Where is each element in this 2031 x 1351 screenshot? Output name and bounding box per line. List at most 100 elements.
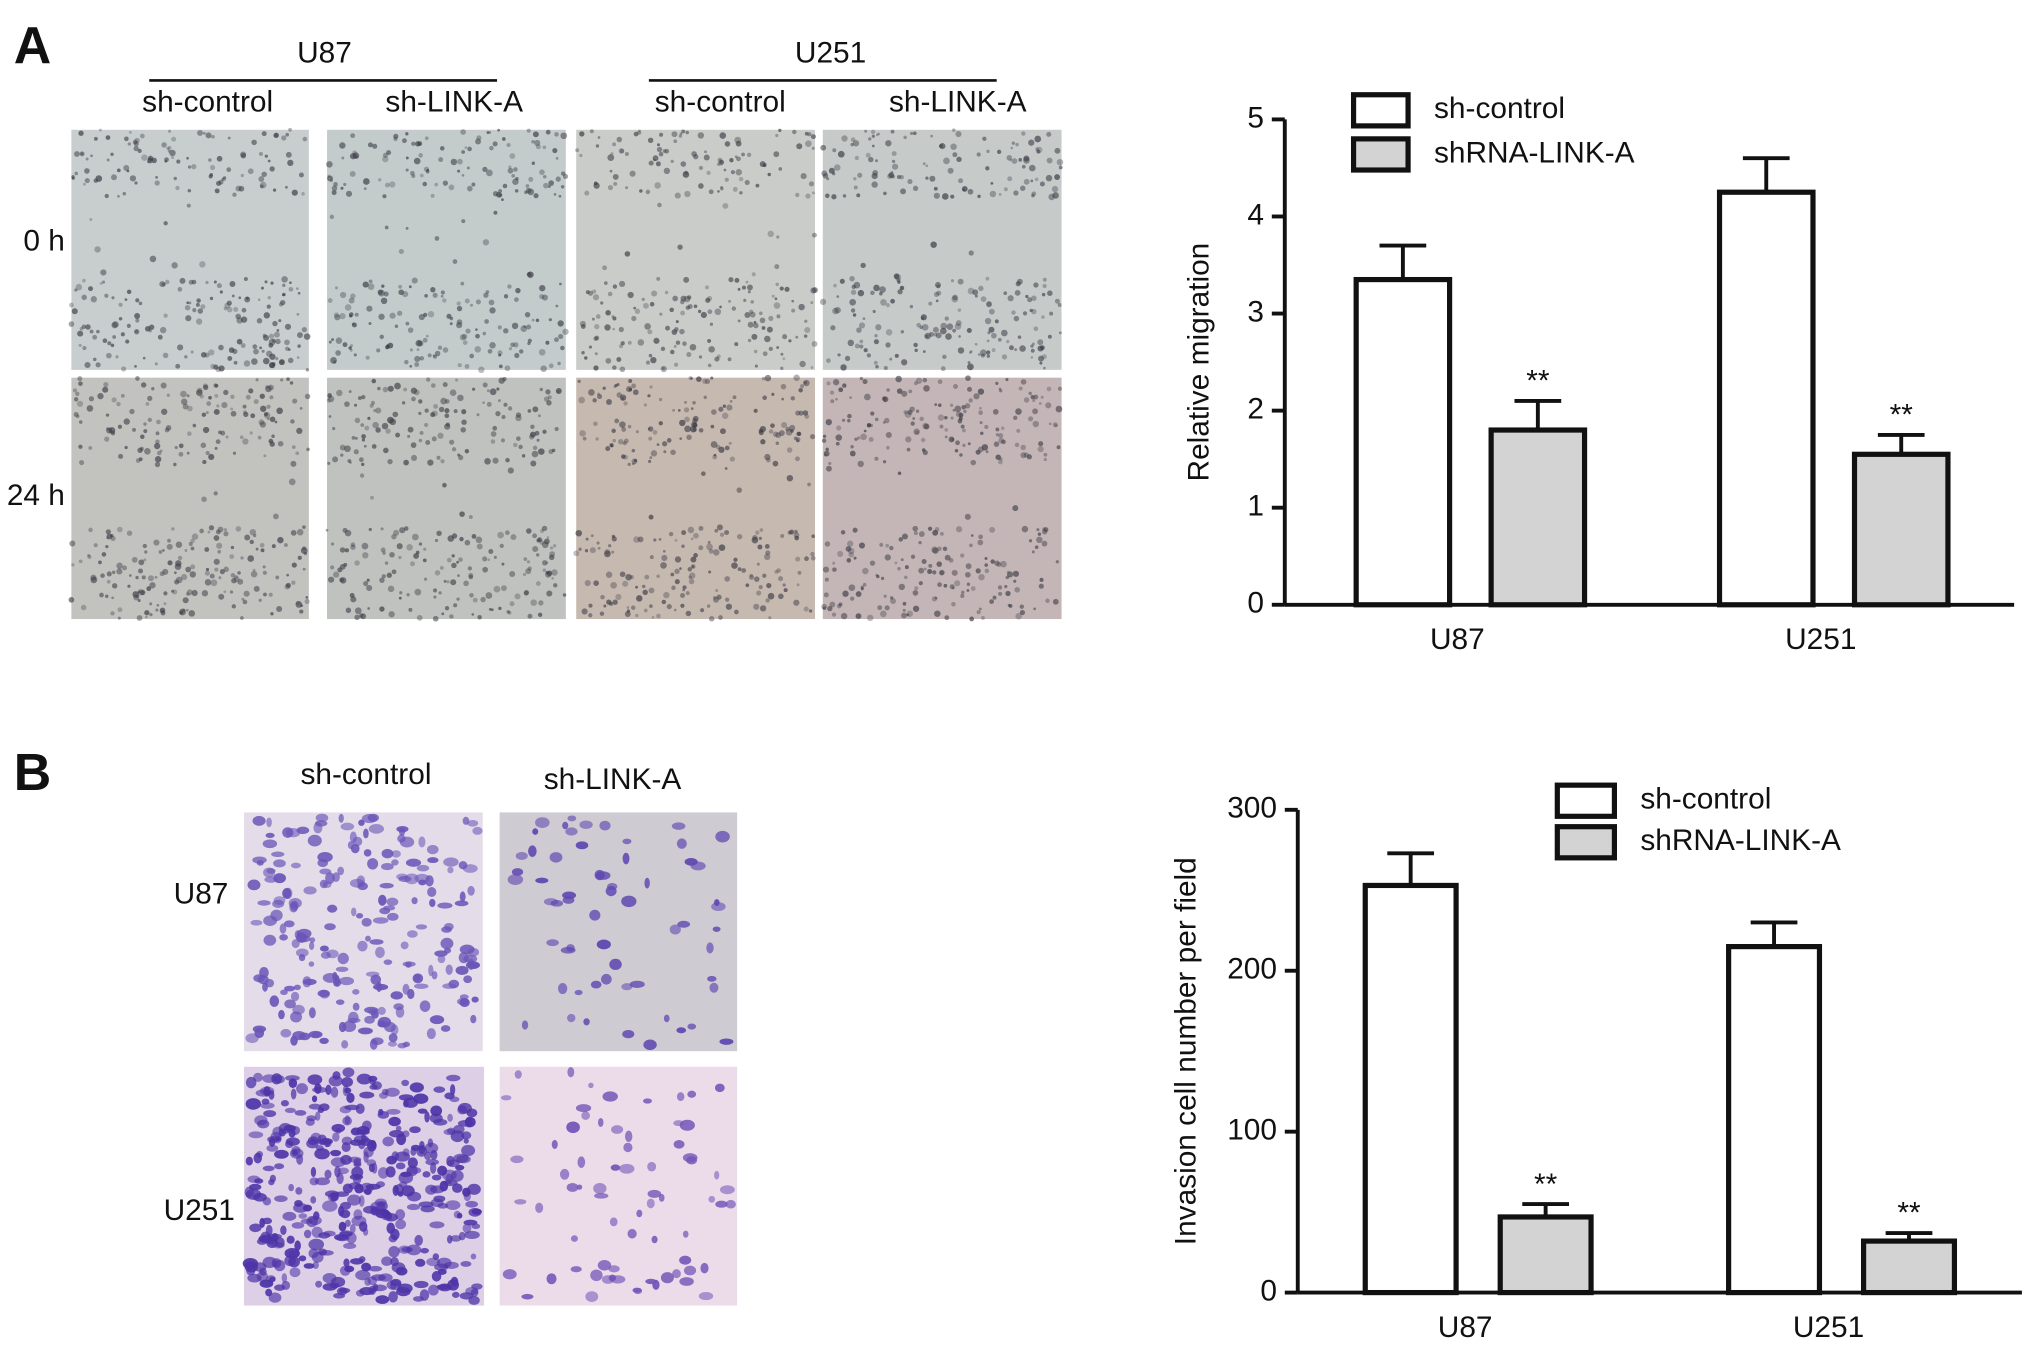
cell [1049,311,1054,316]
cell [1016,428,1021,433]
cell [538,448,545,455]
cell [158,550,163,554]
cell [349,153,357,160]
cell [622,441,627,446]
cell [532,828,539,835]
cell [785,426,790,432]
cell [947,167,954,174]
cell [698,525,704,531]
cell [414,362,420,367]
cell [367,283,375,290]
cell [998,591,1003,596]
cell [685,610,692,617]
micrograph-bg [71,377,309,620]
cell [554,337,559,343]
cell [783,588,788,593]
cell [111,321,118,329]
cell [514,352,520,359]
cell [245,1098,262,1110]
cell [410,387,418,394]
cell [511,174,515,178]
cell [291,580,296,585]
cell [395,1125,402,1132]
cell [447,866,454,874]
cell [865,152,871,158]
cell [597,1259,612,1271]
y-tick-label: 3 [1247,295,1264,328]
cell [592,294,600,301]
cell [265,978,275,988]
cell [578,396,585,404]
micrograph-bg [71,129,309,370]
cell [557,983,568,995]
cell [644,877,650,889]
cell [616,136,623,143]
cell [332,1071,341,1080]
cell [253,1152,262,1164]
cell [418,153,423,158]
cell [674,579,680,585]
cell [248,1131,264,1139]
cell [502,137,506,141]
cell [761,326,766,330]
cell [360,423,365,427]
cell [227,136,231,140]
cell [366,584,373,592]
cell [1052,192,1059,199]
cell [565,827,578,836]
cell [662,549,666,553]
cell [966,582,971,586]
cell [430,1198,444,1208]
cell [461,1144,476,1157]
cell [364,1006,379,1014]
cell [166,543,173,550]
cell [297,555,302,560]
cell [162,568,169,575]
cell [348,390,352,393]
cell [433,595,437,599]
cell [438,157,444,163]
cell [147,395,153,402]
cell [499,543,504,549]
cell [690,407,694,411]
cell [802,410,809,416]
cell [602,1091,618,1102]
cell [427,353,432,358]
cell [505,530,510,536]
cell [424,1111,430,1123]
cell [89,329,94,334]
cell [549,546,554,550]
cell [793,599,800,606]
cell [497,531,504,539]
cell [502,183,508,189]
cell [263,454,267,458]
cell [110,431,116,436]
cell [736,533,743,540]
cell [308,1238,325,1251]
cell [509,153,516,159]
cell [635,585,638,589]
cell [1034,177,1039,182]
cell [616,357,622,362]
cell [716,162,721,166]
cell [889,596,894,600]
cell [507,610,512,615]
cell [1045,402,1052,409]
cell [477,614,482,620]
cell [303,333,311,340]
cell [236,338,243,345]
cell [162,549,165,552]
cell [376,1181,386,1188]
cell [309,937,316,943]
cell [966,589,970,592]
cell [383,905,396,911]
cell [252,344,258,350]
cell [653,158,656,162]
cell [886,388,890,392]
cell [361,438,366,442]
cell [247,1175,261,1183]
cell [995,433,999,437]
cell [242,438,249,445]
cell [872,309,876,313]
cell [624,1130,633,1143]
